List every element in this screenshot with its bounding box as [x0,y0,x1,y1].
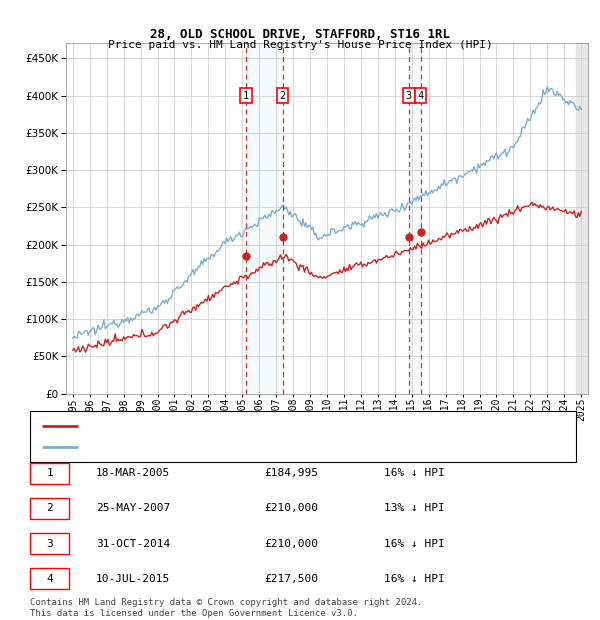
Text: 4: 4 [46,574,53,584]
FancyBboxPatch shape [30,533,69,554]
Text: £184,995: £184,995 [264,468,318,478]
Text: 2: 2 [46,503,53,513]
Text: 10-JUL-2015: 10-JUL-2015 [96,574,170,584]
FancyBboxPatch shape [30,463,69,484]
Text: 3: 3 [46,539,53,549]
Text: £210,000: £210,000 [264,503,318,513]
Text: £217,500: £217,500 [264,574,318,584]
Text: 16% ↓ HPI: 16% ↓ HPI [384,468,445,478]
Text: Price paid vs. HM Land Registry's House Price Index (HPI): Price paid vs. HM Land Registry's House … [107,40,493,50]
Text: 16% ↓ HPI: 16% ↓ HPI [384,574,445,584]
Text: 28, OLD SCHOOL DRIVE, STAFFORD, ST16 1RL: 28, OLD SCHOOL DRIVE, STAFFORD, ST16 1RL [150,28,450,41]
FancyBboxPatch shape [30,569,69,589]
Text: 18-MAR-2005: 18-MAR-2005 [96,468,170,478]
Text: HPI: Average price, detached house, Stafford: HPI: Average price, detached house, Staf… [90,442,349,453]
FancyBboxPatch shape [30,411,576,461]
Text: 1: 1 [46,468,53,478]
Text: 1: 1 [242,91,249,100]
Text: 4: 4 [418,91,424,100]
Text: 25-MAY-2007: 25-MAY-2007 [96,503,170,513]
Text: 3: 3 [406,91,412,100]
Text: 28, OLD SCHOOL DRIVE, STAFFORD, ST16 1RL (detached house): 28, OLD SCHOOL DRIVE, STAFFORD, ST16 1RL… [90,421,425,431]
Bar [409,43,421,394]
Bar [246,43,283,394]
Text: £210,000: £210,000 [264,539,318,549]
Text: 31-OCT-2014: 31-OCT-2014 [96,539,170,549]
Text: Contains HM Land Registry data © Crown copyright and database right 2024.
This d: Contains HM Land Registry data © Crown c… [30,598,422,618]
Text: 2: 2 [280,91,286,100]
Text: 13% ↓ HPI: 13% ↓ HPI [384,503,445,513]
Text: 16% ↓ HPI: 16% ↓ HPI [384,539,445,549]
FancyBboxPatch shape [30,498,69,519]
